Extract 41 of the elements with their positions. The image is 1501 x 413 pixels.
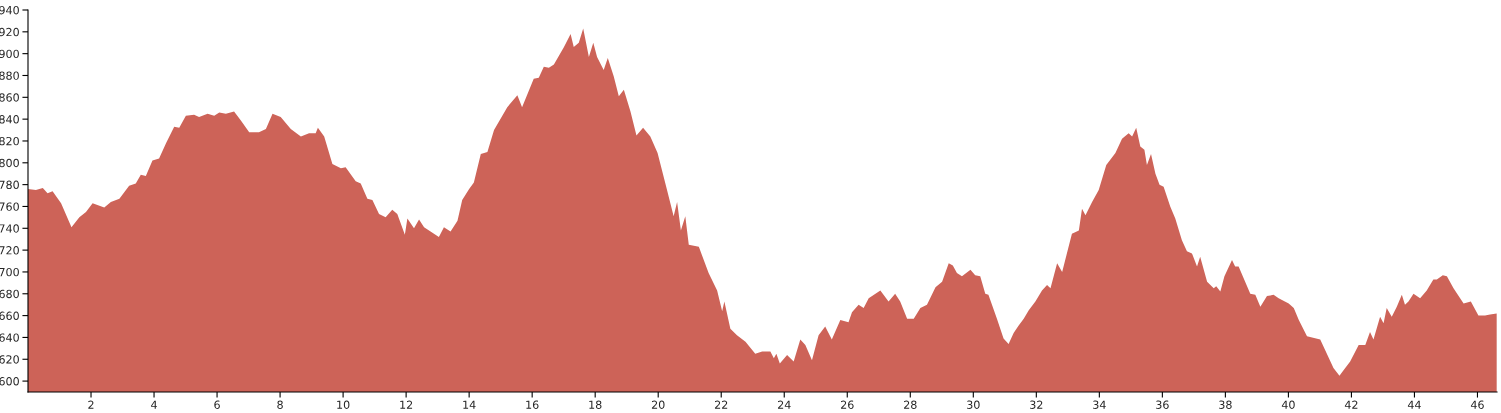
x-tick-label: 30 — [967, 400, 980, 409]
x-tick-label: 18 — [589, 400, 602, 409]
y-tick-label: 900 — [0, 49, 19, 59]
y-tick-label: 620 — [0, 355, 19, 364]
x-tick-label: 2 — [88, 400, 94, 409]
x-tick-label: 40 — [1281, 400, 1295, 409]
y-tick-label: 880 — [0, 71, 19, 80]
x-tick-label: 12 — [400, 400, 413, 409]
x-tick-label: 16 — [526, 400, 539, 409]
x-tick-label: 24 — [777, 400, 791, 409]
x-tick-label: 20 — [651, 400, 665, 409]
y-tick-label: 860 — [0, 93, 19, 102]
y-tick-label: 680 — [0, 289, 19, 299]
x-tick-label: 34 — [1093, 400, 1106, 409]
x-tick-label: 28 — [904, 400, 917, 409]
y-tick-label: 780 — [0, 180, 19, 190]
x-tick-label: 4 — [151, 400, 157, 409]
y-tick-label: 840 — [0, 115, 19, 124]
x-tick-label: 32 — [1030, 400, 1043, 409]
y-tick-label: 600 — [0, 377, 19, 386]
x-tick-label: 36 — [1156, 400, 1169, 409]
y-tick-label: 720 — [0, 246, 19, 255]
y-tick-label: 940 — [0, 5, 19, 15]
x-tick-label: 8 — [277, 400, 283, 409]
y-tick-label: 800 — [0, 158, 19, 168]
x-tick-label: 22 — [714, 400, 728, 409]
y-tick-label: 660 — [0, 311, 19, 320]
y-tick-label: 760 — [0, 202, 19, 211]
x-tick-label: 38 — [1219, 400, 1232, 409]
x-tick-label: 46 — [1470, 400, 1484, 409]
x-tick-label: 10 — [337, 400, 350, 409]
y-tick-label: 640 — [0, 333, 19, 342]
y-tick-label: 920 — [0, 27, 19, 37]
y-tick-label: 820 — [0, 136, 19, 146]
x-tick-label: 6 — [214, 400, 220, 409]
x-tick-label: 44 — [1407, 400, 1421, 409]
y-tick-label: 700 — [0, 267, 19, 277]
x-tick-label: 26 — [841, 400, 854, 409]
x-tick-label: 14 — [463, 400, 476, 409]
x-tick-label: 42 — [1344, 400, 1358, 409]
y-tick-label: 740 — [0, 224, 19, 233]
